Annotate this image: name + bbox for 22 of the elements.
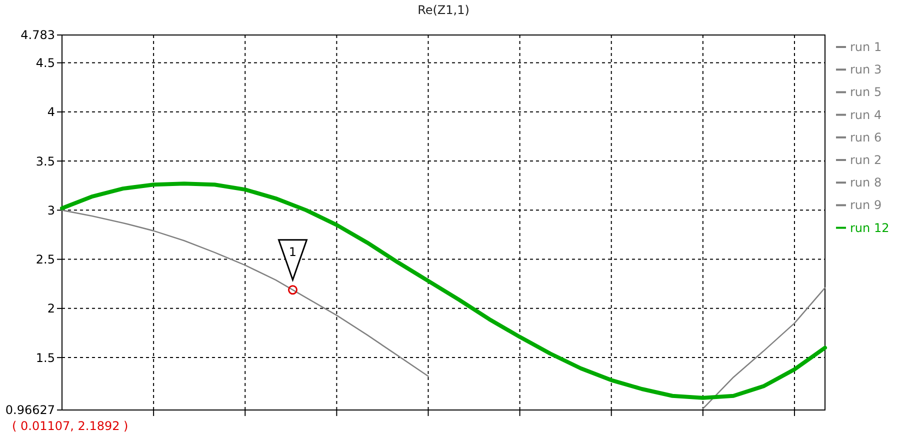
- y-tick-label: 4.5: [36, 56, 55, 70]
- y-tick-label: 2: [47, 302, 55, 316]
- annotation: 1: [288, 244, 297, 259]
- y-tick-label: 3.5: [36, 154, 55, 168]
- y-tick-label: 0.96627: [5, 403, 55, 418]
- line-series: [60, 182, 827, 400]
- y-tick-label: 4.783: [20, 28, 55, 42]
- legend-label: run 12: [850, 220, 890, 235]
- legend-label: run 6: [850, 130, 882, 144]
- text: ( 0.01107, 2.1892 ): [12, 419, 128, 433]
- legend-label: run 1: [850, 40, 882, 54]
- legend-label: run 2: [850, 153, 882, 167]
- y-tick-label: 4: [47, 105, 55, 120]
- legend-label: run 5: [850, 85, 882, 100]
- y-tick-label: 3: [47, 203, 55, 218]
- legend-label: run 8: [850, 176, 882, 190]
- legend-label: run 4: [850, 108, 882, 122]
- chart-title: Re(Z1,1): [418, 3, 470, 17]
- y-tick-label: 2.5: [36, 252, 55, 267]
- legend-label: run 9: [850, 198, 882, 212]
- y-tick-label: 1.5: [36, 350, 55, 365]
- legend-label: run 3: [850, 62, 882, 77]
